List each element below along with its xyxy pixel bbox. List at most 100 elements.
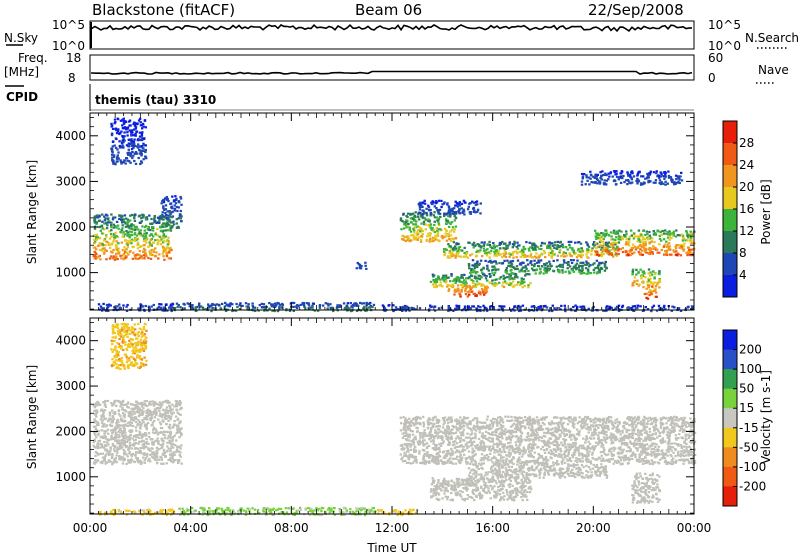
power-cell [625, 250, 628, 253]
velocity-cell-ground [118, 455, 121, 458]
velocity-cell-ground [107, 453, 111, 457]
power-cell [150, 222, 153, 225]
velocity-cell-ground [143, 459, 146, 462]
velocity-cell-ground [153, 402, 156, 405]
power-cell [493, 246, 497, 249]
velocity-cell-ground [105, 430, 108, 433]
power-cell [635, 235, 639, 238]
power-cell [228, 305, 232, 308]
power-cell [231, 309, 234, 313]
velocity-cell-ground [162, 442, 165, 445]
power-cell [454, 225, 458, 228]
velocity-cell-ground [126, 405, 129, 408]
power-cell [452, 279, 455, 283]
power-cell [627, 173, 630, 176]
velocity-cell-ground [100, 444, 104, 447]
nsky-tick-top: 10^5 [52, 18, 85, 32]
power-cell [152, 248, 155, 251]
power-cell [468, 267, 471, 270]
velocity-cell-ground [138, 440, 141, 443]
velocity-cell-ground [163, 450, 166, 454]
power-cell [142, 142, 145, 145]
velocity-cell-ground [159, 412, 162, 415]
power-cell [461, 286, 464, 289]
power-cell [539, 305, 542, 308]
power-cell [201, 306, 205, 309]
power-cell [110, 255, 113, 258]
power-cell [499, 241, 502, 245]
velocity-cell-ground [574, 419, 577, 422]
power-cell [456, 290, 459, 293]
power-cell [410, 239, 413, 242]
power-cell [488, 243, 491, 246]
velocity-cell-ground [158, 421, 162, 424]
power-cell [490, 249, 493, 252]
power-cell [448, 211, 451, 214]
velocity-cell-ground [147, 448, 151, 451]
velocity-cell-ground [104, 405, 108, 408]
power-cell [670, 180, 674, 183]
power-cell [605, 179, 608, 182]
power-cell [410, 234, 413, 237]
power-cell [115, 137, 118, 141]
velocity-cell-ground [153, 458, 157, 461]
power-cell [456, 205, 460, 208]
velocity-cell-ground [155, 402, 159, 406]
power-cell [112, 226, 116, 229]
power-cell [473, 276, 477, 280]
power-cell [576, 259, 579, 262]
power-cell [437, 275, 440, 278]
power-cell [662, 253, 666, 256]
power-cell [519, 305, 522, 308]
power-cell [175, 226, 179, 229]
velocity-cell-ground [93, 431, 96, 435]
power-cell [106, 240, 109, 243]
power-cell [148, 214, 151, 217]
power-cell [575, 307, 579, 311]
power-cell [593, 176, 596, 179]
power-cell [360, 265, 363, 268]
power-cell [541, 265, 544, 268]
power-cell [133, 128, 136, 131]
power-cell [639, 183, 643, 186]
power-cell [120, 146, 123, 149]
power-cell [545, 262, 548, 265]
power-cell [645, 251, 648, 254]
power-cell [294, 305, 298, 308]
power-cell [658, 176, 661, 179]
power-cell [426, 235, 429, 238]
power-cell [647, 180, 651, 183]
power-cell [485, 252, 488, 255]
power-cell [643, 250, 647, 253]
velocity-cell-ground [124, 431, 127, 434]
power-cell [177, 217, 180, 220]
power-cell [144, 218, 148, 221]
power-cell [610, 238, 613, 241]
power-cell [120, 130, 123, 133]
power-cell [324, 302, 327, 305]
power-cell [551, 304, 554, 307]
power-cell [447, 289, 450, 292]
power-cell [431, 305, 434, 308]
power-cell [620, 230, 623, 233]
power-cell [162, 218, 165, 221]
power-cell [653, 240, 656, 244]
velocity-cell-ground [153, 401, 157, 404]
velocity-cell-ground [476, 424, 479, 427]
velocity-cell-ground [169, 436, 172, 439]
power-cell [125, 251, 128, 254]
velocity-cell-ground [133, 407, 136, 410]
velocity-cell-ground [176, 411, 179, 414]
power-cell [450, 248, 453, 251]
power-cell [138, 139, 141, 142]
velocity-cell-ground [558, 444, 561, 447]
power-cell [516, 267, 519, 271]
velocity-cell-ground [130, 421, 134, 424]
velocity-cell-ground [147, 403, 151, 406]
power-cell [331, 306, 334, 309]
power-cell [124, 162, 127, 165]
power-cell [457, 252, 460, 255]
power-cell [644, 241, 647, 244]
power-cell [159, 216, 163, 219]
power-cell [401, 309, 404, 312]
